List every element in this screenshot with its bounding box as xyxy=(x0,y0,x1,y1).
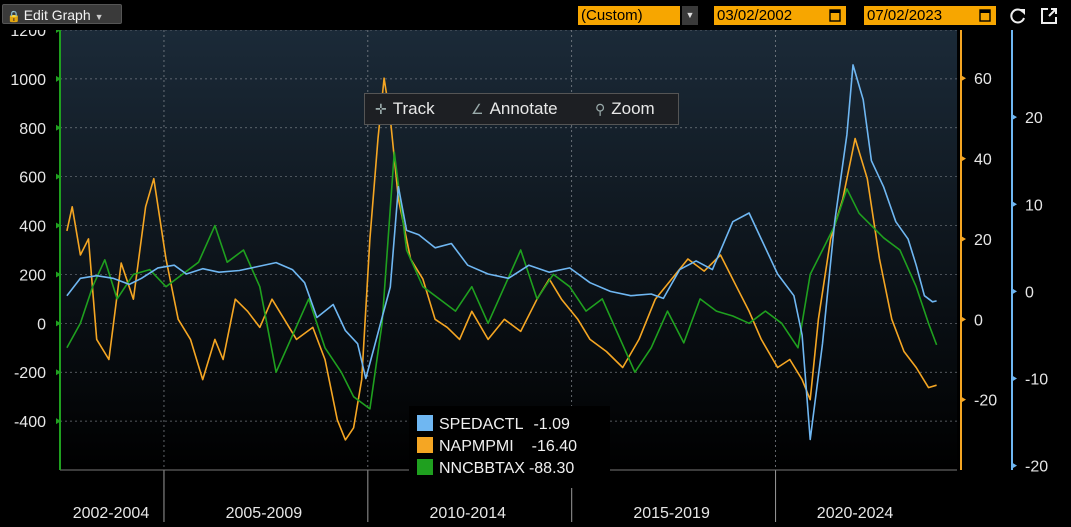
annotate-label: Annotate xyxy=(489,99,558,118)
left-tick-label: 0 xyxy=(37,316,46,333)
orange-tick-label: 40 xyxy=(974,152,992,169)
calendar-icon[interactable] xyxy=(979,8,991,22)
pencil-icon: ∠ xyxy=(471,101,484,117)
blue-tick-mark xyxy=(1012,114,1017,121)
start-date-value: 03/02/2002 xyxy=(717,7,793,24)
expand-icon[interactable] xyxy=(1038,5,1060,27)
crosshair-icon: ✛ xyxy=(375,101,387,117)
annotate-button[interactable]: ∠ Annotate xyxy=(471,94,558,124)
track-label: Track xyxy=(392,99,435,118)
orange-tick-mark xyxy=(961,396,966,403)
orange-tick-label: 60 xyxy=(974,71,992,88)
blue-tick-mark xyxy=(1012,288,1017,295)
x-tick-label: 2015-2019 xyxy=(633,505,710,522)
left-tick-label: -200 xyxy=(14,365,46,382)
zoom-button[interactable]: ⚲ Zoom xyxy=(595,94,655,124)
x-tick-label: 2002-2004 xyxy=(73,505,150,522)
end-date-field[interactable]: 07/02/2023 xyxy=(864,6,996,25)
legend-value: -88.30 xyxy=(528,460,575,477)
left-tick-label: -400 xyxy=(14,414,46,431)
x-tick-label: 2020-2024 xyxy=(817,505,894,522)
magnifier-icon: ⚲ xyxy=(595,101,606,117)
chevron-down-icon: ▼ xyxy=(94,12,104,22)
legend-swatch xyxy=(417,415,433,431)
end-date-value: 07/02/2023 xyxy=(867,7,943,24)
orange-tick-mark xyxy=(961,316,966,323)
series-line-spedactl xyxy=(66,64,937,441)
blue-tick-label: 20 xyxy=(1025,110,1043,127)
blue-tick-mark xyxy=(1012,201,1017,208)
left-tick-mark xyxy=(56,75,61,82)
orange-tick-label: -20 xyxy=(974,393,997,410)
legend-value: -1.09 xyxy=(533,416,570,433)
orange-tick-label: 0 xyxy=(974,312,983,329)
legend-label: NNCBBTAX xyxy=(439,460,525,477)
blue-tick-label: -10 xyxy=(1025,372,1048,389)
left-tick-label: 1200 xyxy=(10,30,46,40)
edit-graph-button[interactable]: 🔒 Edit Graph ▼ xyxy=(2,4,122,24)
zoom-label: Zoom xyxy=(611,99,655,118)
calendar-icon[interactable] xyxy=(829,8,841,22)
left-tick-mark xyxy=(56,369,61,376)
legend-item-napmpmi[interactable]: NAPMPMI -16.40 xyxy=(417,436,610,458)
orange-tick-mark xyxy=(961,235,966,242)
legend-item-nncbbtax[interactable]: NNCBBTAX -88.30 xyxy=(417,458,610,480)
track-button[interactable]: ✛ Track xyxy=(375,94,435,124)
left-tick-label: 600 xyxy=(19,170,46,187)
range-dropdown-button[interactable]: ▼ xyxy=(682,6,698,25)
left-tick-label: 400 xyxy=(19,219,46,236)
left-tick-label: 1000 xyxy=(10,72,46,89)
orange-tick-label: 20 xyxy=(974,232,992,249)
range-select-value: (Custom) xyxy=(581,7,643,24)
series-line-napmpmi xyxy=(66,77,937,441)
legend: SPEDACTL -1.09 NAPMPMI -16.40 NNCBBTAX -88.… xyxy=(409,406,610,488)
x-tick-label: 2005-2009 xyxy=(226,505,303,522)
blue-tick-label: -20 xyxy=(1025,459,1048,476)
legend-value: -16.40 xyxy=(531,438,578,455)
left-tick-mark xyxy=(56,222,61,229)
blue-tick-label: 10 xyxy=(1025,197,1043,214)
orange-tick-mark xyxy=(961,155,966,162)
legend-item-spedactl[interactable]: SPEDACTL -1.09 xyxy=(417,414,610,436)
legend-label: SPEDACTL xyxy=(439,416,524,433)
legend-swatch xyxy=(417,437,433,453)
x-tick-label: 2010-2014 xyxy=(429,505,506,522)
top-toolbar: 🔒 Edit Graph ▼ (Custom) ▼ 03/02/2002 07/02… xyxy=(0,0,1071,30)
edit-graph-label: Edit Graph xyxy=(23,7,91,23)
range-select[interactable]: (Custom) xyxy=(578,6,680,25)
series-line-nncbbtax xyxy=(66,151,938,410)
left-tick-mark xyxy=(56,320,61,327)
blue-tick-mark xyxy=(1012,375,1017,382)
orange-tick-mark xyxy=(961,75,966,82)
left-tick-label: 200 xyxy=(19,267,46,284)
blue-tick-label: 0 xyxy=(1025,284,1034,301)
chart-area[interactable]: 2002-2004 2005-2009 2010-2014 2015-2019 2020… xyxy=(0,23,1071,522)
left-tick-mark xyxy=(56,418,61,425)
chart-tools-bar: ✛ Track ∠ Annotate ⚲ Zoom xyxy=(364,93,679,125)
legend-swatch xyxy=(417,459,433,475)
left-tick-mark xyxy=(56,173,61,180)
start-date-field[interactable]: 03/02/2002 xyxy=(714,6,846,25)
legend-label: NAPMPMI xyxy=(439,438,514,455)
left-tick-mark xyxy=(56,271,61,278)
left-tick-mark xyxy=(56,124,61,131)
blue-tick-mark xyxy=(1012,462,1017,469)
refresh-icon[interactable] xyxy=(1007,5,1029,27)
left-tick-label: 800 xyxy=(19,121,46,138)
lock-icon: 🔒 xyxy=(7,11,21,23)
